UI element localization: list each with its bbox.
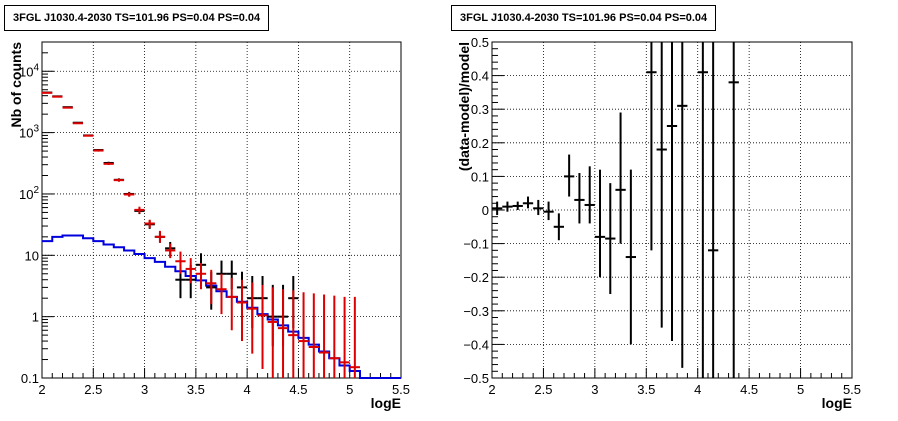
x-tick-label: 5.5 (843, 382, 861, 397)
y-tick-label: 0.1 (21, 371, 39, 386)
model-point (83, 134, 94, 137)
residuals-plot: 2 2.5 3 3.5 4 4.5 5 5.5 −0.5 −0.4 −0.3 −0.2 −0.1 0 0.1… (456, 35, 861, 411)
y-tick-label: −0.5 (463, 371, 489, 386)
x-axis-title: logE (371, 395, 401, 411)
model-point (195, 262, 207, 290)
x-tick-label: 2 (38, 382, 45, 397)
model-point (247, 282, 258, 354)
y-tick-label: 103 (19, 124, 39, 141)
residual-point (574, 173, 585, 224)
model-point (349, 296, 360, 378)
model-point (257, 284, 268, 370)
residual-point (615, 112, 626, 244)
model-point (52, 95, 63, 98)
x-tick-label: 4.5 (289, 382, 307, 397)
plot-frame (41, 41, 402, 379)
x-tick-label: 2.5 (534, 382, 552, 397)
x-tick-label: 4 (244, 382, 251, 397)
y-tick-label: 104 (19, 62, 39, 79)
model-point (206, 269, 217, 305)
x-tick-label: 5 (346, 382, 353, 397)
counts-plot: 2 2.5 3 3.5 4 4.5 5 5.5 0.1 1 10 102 103 104 logE Nb of… (8, 41, 410, 411)
model-point (62, 106, 73, 109)
residual-point (646, 42, 657, 251)
x-tick-label: 3 (141, 382, 148, 397)
x-tick-label: 3 (591, 382, 598, 397)
residual-point (677, 42, 688, 368)
model-point (124, 192, 135, 197)
y-tick-label: 0.2 (471, 136, 489, 151)
residual-point (533, 199, 544, 216)
model-point (154, 230, 166, 243)
model-point (93, 149, 104, 152)
model-point (339, 296, 350, 378)
residual-point (553, 213, 564, 241)
y-axis-title: Nb of counts (8, 42, 24, 128)
model-point (42, 91, 53, 94)
y-tick-label: 0 (482, 203, 489, 218)
y-tick-label: 102 (19, 185, 39, 202)
left-plot-title: 3FGL J1030.4-2030 TS=101.96 PS=0.04 PS=0… (4, 5, 270, 31)
residual-point (594, 169, 606, 278)
y-tick-label: 0.3 (471, 102, 489, 117)
model-point (267, 287, 278, 378)
x-axis-title: logE (822, 395, 852, 411)
residual-point (512, 201, 523, 210)
residual-point (666, 42, 678, 342)
y-tick-label: −0.4 (463, 337, 489, 352)
residual-point (625, 169, 636, 345)
x-tick-label: 2 (488, 382, 495, 397)
model-point (185, 258, 196, 284)
model-point (318, 294, 330, 378)
residual-point (522, 196, 534, 209)
model-point (72, 122, 84, 125)
model-point (113, 178, 125, 182)
y-axis-title: (data-model)/model (456, 42, 472, 171)
model-point (216, 273, 227, 315)
right-plot-title: 3FGL J1030.4-2030 TS=101.96 PS=0.04 PS=0… (451, 5, 717, 31)
y-tick-label: 10 (25, 248, 39, 263)
model-point (236, 279, 248, 342)
residual-point (697, 42, 708, 378)
model-point (103, 162, 114, 166)
model-point (144, 219, 155, 228)
x-tick-label: 2.5 (84, 382, 102, 397)
model-point (298, 292, 309, 378)
model-point (288, 290, 299, 378)
residual-point (728, 42, 739, 378)
model-point (226, 277, 237, 331)
model-point (277, 289, 289, 378)
y-tick-label: 1 (32, 310, 39, 325)
residual-point (492, 201, 503, 216)
x-tick-label: 5.5 (392, 382, 410, 397)
y-tick-label: −0.1 (463, 237, 489, 252)
x-tick-label: 3.5 (637, 382, 655, 397)
x-tick-label: 5 (797, 382, 804, 397)
residual-point (502, 201, 513, 212)
y-tick-label: 0.1 (471, 169, 489, 184)
model-point (175, 251, 186, 274)
y-tick-label: −0.2 (463, 270, 489, 285)
residual-point (708, 42, 719, 378)
model-point (308, 293, 319, 378)
residual-point (584, 166, 595, 224)
model-point (329, 295, 340, 378)
x-tick-label: 4.5 (740, 382, 758, 397)
residual-point (656, 42, 667, 328)
model-point (165, 243, 176, 259)
y-tick-label: 0.4 (471, 69, 489, 84)
x-tick-label: 3.5 (187, 382, 205, 397)
y-tick-label: −0.3 (463, 304, 489, 319)
y-tick-label: 0.5 (471, 35, 489, 50)
residual-point (564, 154, 575, 197)
model-point (134, 206, 145, 214)
residual-point (605, 183, 616, 294)
x-tick-label: 4 (694, 382, 701, 397)
residual-point (543, 201, 554, 221)
